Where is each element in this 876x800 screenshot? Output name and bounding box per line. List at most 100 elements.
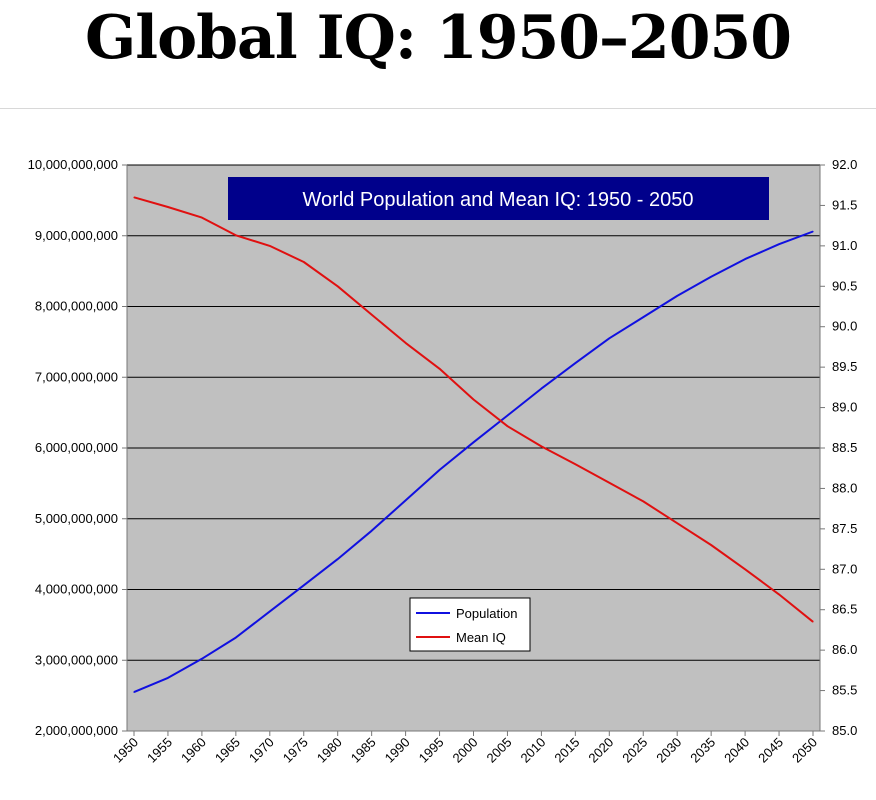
x-tick-label: 1970 (246, 735, 277, 766)
population-point (506, 414, 509, 417)
right-tick-label: 90.5 (832, 278, 857, 293)
x-tick-label: 2050 (789, 735, 820, 766)
left-tick-label: 10,000,000,000 (28, 157, 118, 172)
right-tick-label: 89.5 (832, 359, 857, 374)
x-tick-label: 2015 (551, 735, 582, 766)
population-point (812, 230, 814, 233)
x-tick-label: 2045 (755, 735, 786, 766)
mean-iq-point (133, 196, 135, 198)
x-tick-label: 2030 (653, 735, 684, 766)
population-point (201, 658, 203, 660)
mean-iq-point (608, 482, 610, 484)
right-tick-label: 91.5 (832, 197, 857, 212)
left-tick-label: 2,000,000,000 (35, 723, 118, 738)
legend-label-mean-iq: Mean IQ (456, 630, 506, 645)
right-tick-label: 85.5 (832, 683, 857, 698)
left-tick-label: 4,000,000,000 (35, 582, 118, 597)
population-point (472, 441, 475, 443)
x-tick-label: 1980 (314, 735, 345, 766)
x-tick-label: 2040 (721, 735, 752, 766)
mean-iq-point (812, 621, 814, 623)
left-tick-label: 3,000,000,000 (35, 652, 118, 667)
mean-iq-point (540, 445, 543, 447)
left-tick-label: 9,000,000,000 (35, 228, 118, 243)
mean-iq-point (506, 425, 509, 427)
mean-iq-point (201, 217, 203, 219)
x-tick-label: 2005 (484, 735, 515, 766)
legend: Population Mean IQ (409, 597, 531, 652)
x-tick-label: 2020 (585, 735, 616, 766)
x-tick-label: 1985 (348, 735, 379, 766)
page-title: Global IQ: 1950–2050 (85, 3, 792, 73)
mean-iq-point (710, 544, 712, 546)
right-axis-ticks: 85.0 85.5 86.0 86.5 87.0 87.5 88.0 88.5 89.0 89.5… (820, 157, 857, 738)
series-lines (133, 196, 814, 694)
right-tick-label: 86.5 (832, 602, 857, 617)
mean-iq-point (269, 245, 271, 247)
population-point (235, 637, 237, 639)
mean-iq-point (337, 285, 339, 287)
population-point (540, 388, 543, 390)
mean-iq-point (439, 368, 441, 370)
right-tick-label: 87.0 (832, 561, 857, 576)
x-tick-label: 2000 (450, 735, 481, 766)
population-point (439, 469, 441, 471)
x-tick-label: 1960 (178, 735, 209, 766)
chart-title-banner: World Population and Mean IQ: 1950 - 205… (228, 177, 769, 220)
mean-iq-point (472, 398, 475, 401)
left-tick-label: 6,000,000,000 (35, 440, 118, 455)
population-point (303, 584, 305, 586)
right-tick-label: 88.0 (832, 480, 857, 495)
x-tick-label: 2010 (517, 735, 548, 766)
population-point (642, 316, 644, 318)
population-point (133, 691, 135, 693)
mean-iq-point (676, 522, 678, 524)
mean-iq-point (642, 500, 644, 502)
right-tick-label: 87.5 (832, 521, 857, 536)
left-tick-label: 5,000,000,000 (35, 511, 118, 526)
population-point (371, 530, 373, 532)
population-point (778, 243, 780, 245)
population-point (744, 258, 746, 260)
x-tick-label: 2035 (687, 735, 718, 766)
title-divider (0, 108, 876, 109)
x-tick-label: 2025 (619, 735, 650, 766)
x-tick-label: 1995 (416, 735, 447, 766)
left-axis-ticks: 2,000,000,000 3,000,000,000 4,000,000,000 5… (28, 157, 127, 738)
x-tick-label: 1965 (212, 735, 243, 766)
right-tick-label: 89.0 (832, 400, 857, 415)
population-point (167, 677, 169, 679)
population-point (710, 276, 712, 278)
mean-iq-point (744, 568, 746, 570)
population-point (269, 610, 271, 613)
mean-iq-point (167, 206, 169, 208)
right-tick-label: 91.0 (832, 238, 857, 253)
gridlines (127, 164, 820, 732)
right-tick-label: 92.0 (832, 157, 857, 172)
right-tick-label: 86.0 (832, 642, 857, 657)
x-axis-ticks: 1950 1955 1960 1965 1970 1975 1980 1985 1990 1995… (110, 731, 820, 766)
mean-iq-point (371, 314, 373, 316)
x-tick-label: 1975 (280, 735, 311, 766)
chart-title-box (228, 177, 769, 220)
chart-title: World Population and Mean IQ: 1950 - 205… (303, 189, 694, 211)
left-tick-label: 8,000,000,000 (35, 299, 118, 314)
x-tick-label: 1990 (382, 735, 413, 766)
population-point (676, 295, 678, 297)
legend-box (409, 597, 531, 652)
right-tick-label: 90.0 (832, 319, 857, 334)
mean-iq-point (405, 342, 407, 344)
legend-label-population: Population (456, 606, 517, 621)
right-tick-label: 88.5 (832, 440, 857, 455)
mean-iq-point (778, 593, 780, 596)
mean-iq-point (574, 463, 577, 465)
right-tick-label: 85.0 (832, 723, 857, 738)
mean-iq-point (235, 234, 237, 236)
population-point (337, 558, 339, 560)
population-point (608, 337, 610, 339)
x-tick-label: 1950 (110, 735, 141, 766)
population-point (574, 362, 577, 364)
mean-iq-point (303, 261, 305, 263)
population-point (405, 499, 407, 501)
